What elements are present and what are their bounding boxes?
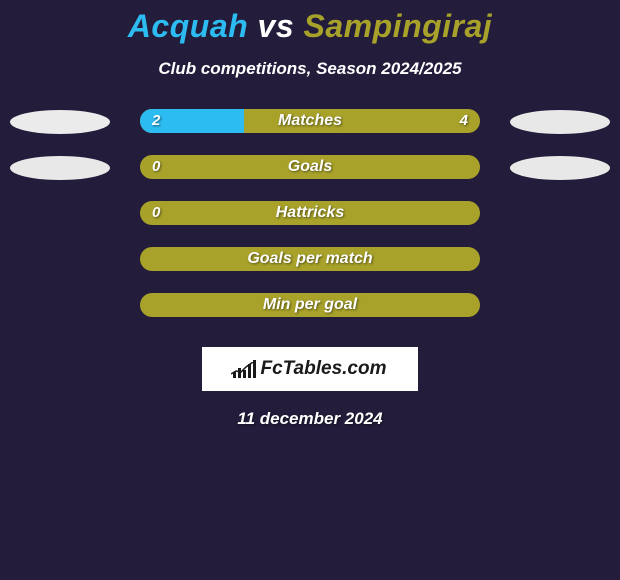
stat-rows: Matches24Goals0Hattricks0Goals per match…: [0, 109, 620, 339]
stat-row: Matches2 4: [0, 109, 620, 155]
stat-bar: Hattricks0: [140, 201, 480, 225]
date-text: 11 december 2024: [0, 409, 620, 429]
stat-bar: Matches2 4: [140, 109, 480, 133]
stat-bar: Goals per match: [140, 247, 480, 271]
player2-badge: [510, 156, 610, 180]
player1-name: Acquah: [128, 8, 248, 44]
chart-icon: [233, 360, 256, 378]
stat-bar: Min per goal: [140, 293, 480, 317]
stat-bar: Goals0: [140, 155, 480, 179]
player1-value: 0: [152, 155, 160, 179]
stat-row: Goals per match: [0, 247, 620, 293]
vs-text: vs: [258, 8, 295, 44]
comparison-title: Acquah vs Sampingiraj: [0, 0, 620, 45]
player1-badge: [10, 110, 110, 134]
player1-value: 0: [152, 201, 160, 225]
brand-text: FcTables.com: [260, 358, 386, 380]
stat-row: Hattricks0: [0, 201, 620, 247]
stat-row: Min per goal: [0, 293, 620, 339]
stat-row: Goals0: [0, 155, 620, 201]
stat-label: Matches: [140, 109, 480, 133]
stat-label: Hattricks: [140, 201, 480, 225]
player2-name: Sampingiraj: [304, 8, 493, 44]
player1-value: 2: [152, 109, 160, 133]
brand-box: FcTables.com: [202, 347, 418, 391]
stat-label: Min per goal: [140, 293, 480, 317]
player1-badge: [10, 156, 110, 180]
stat-label: Goals: [140, 155, 480, 179]
subtitle: Club competitions, Season 2024/2025: [0, 59, 620, 79]
player2-badge: [510, 110, 610, 134]
stat-label: Goals per match: [140, 247, 480, 271]
player2-value: 4: [460, 109, 468, 133]
